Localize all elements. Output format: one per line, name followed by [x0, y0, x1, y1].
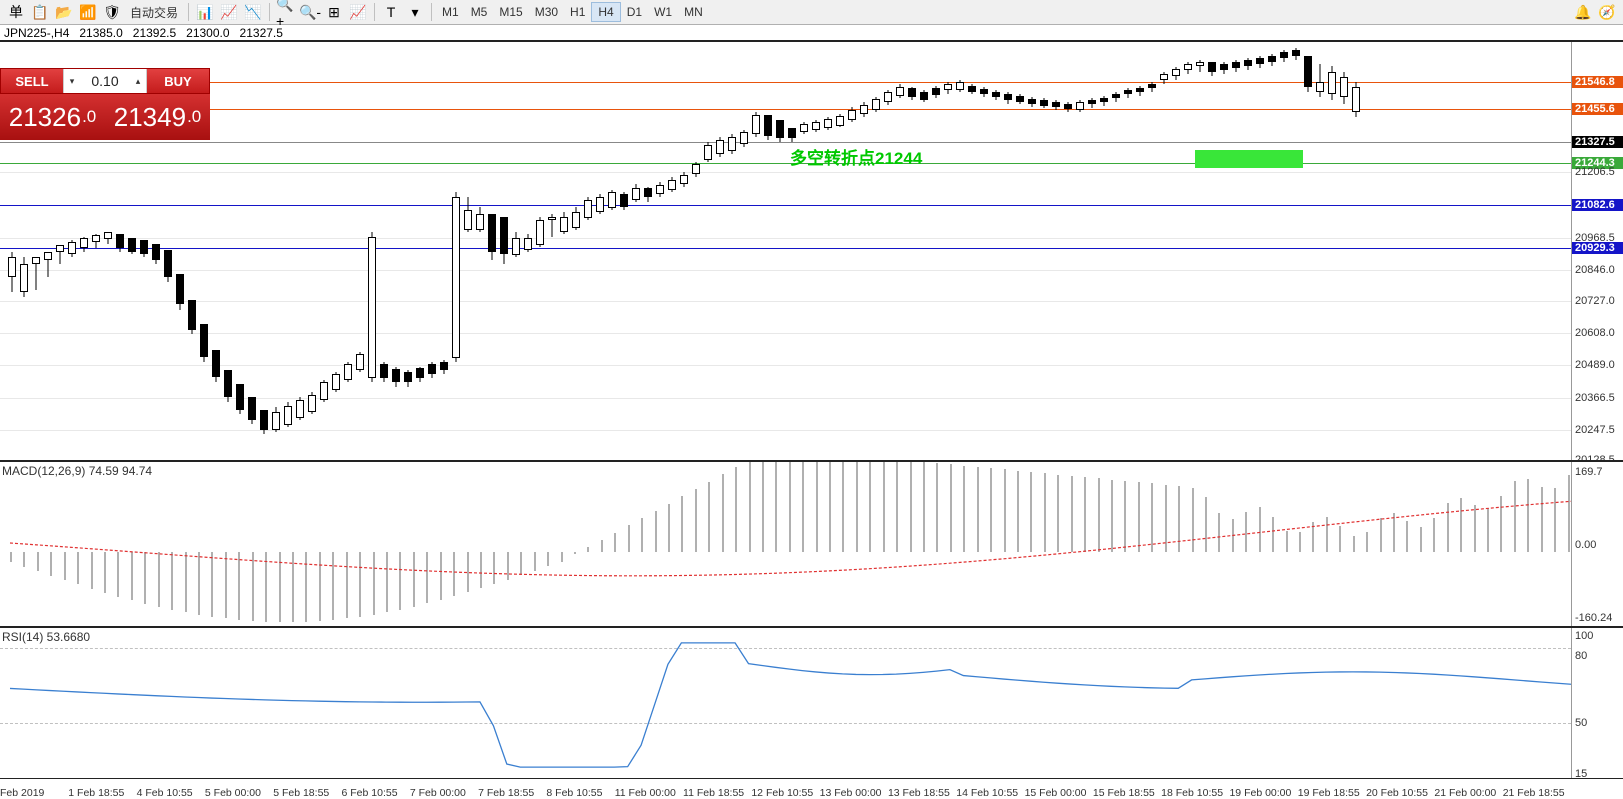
- symbol-high: 21392.5: [133, 26, 176, 40]
- order-zone-box[interactable]: [1195, 150, 1303, 168]
- line-view-icon[interactable]: 📉: [243, 2, 263, 22]
- zoom-in-icon[interactable]: 🔍+: [276, 2, 296, 22]
- macd-axis[interactable]: 169.7 0.00 -160.24: [1571, 462, 1623, 626]
- price-chart-panel[interactable]: 多空转折点21244 21546.8 21455.6 21327.5 21244.3 2…: [0, 42, 1623, 462]
- lot-increase-arrow[interactable]: ▴: [130, 76, 146, 87]
- symbol-low: 21300.0: [186, 26, 229, 40]
- sell-price-display[interactable]: 21326.0: [0, 94, 105, 140]
- level-line-20929.3[interactable]: [0, 248, 1571, 249]
- timeframe-w1[interactable]: W1: [648, 3, 678, 21]
- date-tick-label: 15 Feb 18:55: [1093, 787, 1155, 799]
- date-tick-label: 6 Feb 10:55: [342, 787, 398, 799]
- price-tick-20366.5: 20366.5: [1572, 392, 1623, 404]
- price-tick-20128.5: 20128.5: [1572, 454, 1623, 462]
- autotrade-label[interactable]: 自动交易: [130, 4, 178, 21]
- date-tick-label: 1 Feb 18:55: [68, 787, 124, 799]
- price-tick-20247.5: 20247.5: [1572, 424, 1623, 436]
- level-line-21455.6[interactable]: [0, 109, 1571, 110]
- main-toolbar: 单 📋 📂 📶 🛡 自动交易 📊 📈 📉 🔍+ 🔍- ⊞ 📈 T ▾ M1 M5…: [0, 0, 1623, 25]
- new-chart-icon[interactable]: 📊: [195, 2, 215, 22]
- lot-decrease-arrow[interactable]: ▾: [64, 76, 80, 87]
- date-tick-label: 7 Feb 00:00: [410, 787, 466, 799]
- date-tick-label: 5 Feb 18:55: [273, 787, 329, 799]
- date-tick-label: 11 Feb 00:00: [615, 787, 676, 799]
- date-tick-label: 21 Feb 18:55: [1503, 787, 1565, 799]
- date-tick-label: 19 Feb 18:55: [1298, 787, 1360, 799]
- alert-icon[interactable]: 🔔: [1573, 2, 1593, 22]
- level-line-21082.6[interactable]: [0, 205, 1571, 206]
- timeframe-m30[interactable]: M30: [529, 3, 564, 21]
- chart-container: 多空转折点21244 21546.8 21455.6 21327.5 21244.3 2…: [0, 42, 1623, 794]
- candlestick-view-icon[interactable]: 📈: [219, 2, 239, 22]
- buy-price-display[interactable]: 21349.0: [105, 94, 210, 140]
- date-tick-label: 15 Feb 00:00: [1025, 787, 1087, 799]
- date-tick-label: 5 Feb 00:00: [205, 787, 261, 799]
- price-tick-21546.8: 21546.8: [1572, 76, 1623, 88]
- date-tick-label: 11 Feb 18:55: [683, 787, 744, 799]
- macd-indicator-panel[interactable]: MACD(12,26,9) 74.59 94.74 169.7 0.00 -16…: [0, 462, 1623, 628]
- sell-button[interactable]: SELL: [1, 69, 63, 93]
- timeframe-h4[interactable]: H4: [591, 2, 620, 22]
- timeframe-d1[interactable]: D1: [621, 3, 648, 21]
- tools-dropdown-icon[interactable]: ▾: [405, 2, 425, 22]
- price-tick-20608.0: 20608.0: [1572, 327, 1623, 339]
- price-tick-21327.5: 21327.5: [1572, 136, 1623, 148]
- timeframe-h1[interactable]: H1: [564, 3, 591, 21]
- order-entry-panel[interactable]: SELL ▾ 0.10 ▴ BUY 21326.0 21349.0: [0, 68, 210, 140]
- grid-view-icon[interactable]: ⊞: [324, 2, 344, 22]
- price-tick-21082.6: 21082.6: [1572, 199, 1623, 211]
- price-tick-21206.5: 21206.5: [1572, 166, 1623, 178]
- menu-icon[interactable]: 单: [6, 2, 26, 22]
- lot-size-value[interactable]: 0.10: [80, 73, 130, 89]
- level-line-21327.5[interactable]: [0, 142, 1571, 143]
- price-tick-20489.0: 20489.0: [1572, 359, 1623, 371]
- turning-point-annotation: 多空转折点21244: [790, 144, 922, 169]
- symbol-close: 21327.5: [240, 26, 283, 40]
- date-tick-label: 7 Feb 18:55: [478, 787, 534, 799]
- date-tick-label: 19 Feb 00:00: [1229, 787, 1291, 799]
- symbol-info-bar: JPN225-,H4 21385.0 21392.5 21300.0 21327…: [0, 25, 1623, 42]
- date-tick-label: 20 Feb 10:55: [1366, 787, 1428, 799]
- price-tick-20929.3: 20929.3: [1572, 242, 1623, 254]
- zoom-out-icon[interactable]: 🔍-: [300, 2, 320, 22]
- price-tick-20846.0: 20846.0: [1572, 264, 1623, 276]
- properties-icon[interactable]: 📶: [78, 2, 98, 22]
- date-axis[interactable]: Feb 2019 1 Feb 18:55 4 Feb 10:55 5 Feb 00:0…: [0, 778, 1623, 794]
- single-chart-icon[interactable]: 📈: [348, 2, 368, 22]
- date-tick-label: 18 Feb 10:55: [1161, 787, 1223, 799]
- date-tick-label: 4 Feb 10:55: [137, 787, 193, 799]
- date-tick-label: 14 Feb 10:55: [956, 787, 1018, 799]
- date-tick-label: 12 Feb 10:55: [751, 787, 813, 799]
- timeframe-m5[interactable]: M5: [465, 3, 494, 21]
- new-file-icon[interactable]: 📋: [30, 2, 50, 22]
- date-tick-label: 13 Feb 18:55: [888, 787, 950, 799]
- date-tick-label: 13 Feb 00:00: [820, 787, 882, 799]
- lot-size-box[interactable]: ▾ 0.10 ▴: [63, 69, 147, 93]
- text-tool-icon[interactable]: T: [381, 2, 401, 22]
- timeframe-m1[interactable]: M1: [436, 3, 465, 21]
- price-tick-21455.6: 21455.6: [1572, 103, 1623, 115]
- rsi-indicator-panel[interactable]: RSI(14) 53.6680 100 80 50 15: [0, 628, 1623, 778]
- timeframe-m15[interactable]: M15: [493, 3, 528, 21]
- buy-button[interactable]: BUY: [147, 69, 209, 93]
- rsi-axis[interactable]: 100 80 50 15: [1571, 628, 1623, 778]
- timeframe-mn[interactable]: MN: [678, 3, 709, 21]
- autotrade-icon[interactable]: 🛡: [102, 2, 122, 22]
- date-tick-label: Feb 2019: [0, 787, 44, 799]
- navigator-icon[interactable]: 🧭: [1597, 2, 1617, 22]
- open-icon[interactable]: 📂: [54, 2, 74, 22]
- price-tick-20727.0: 20727.0: [1572, 295, 1623, 307]
- symbol-name: JPN225-,H4: [4, 26, 69, 40]
- date-tick-label: 21 Feb 00:00: [1434, 787, 1496, 799]
- date-tick-label: 8 Feb 10:55: [546, 787, 602, 799]
- level-line-21244.3[interactable]: [0, 163, 1571, 164]
- price-axis[interactable]: 21546.8 21455.6 21327.5 21244.3 21206.5 21082…: [1571, 42, 1623, 460]
- symbol-open: 21385.0: [79, 26, 122, 40]
